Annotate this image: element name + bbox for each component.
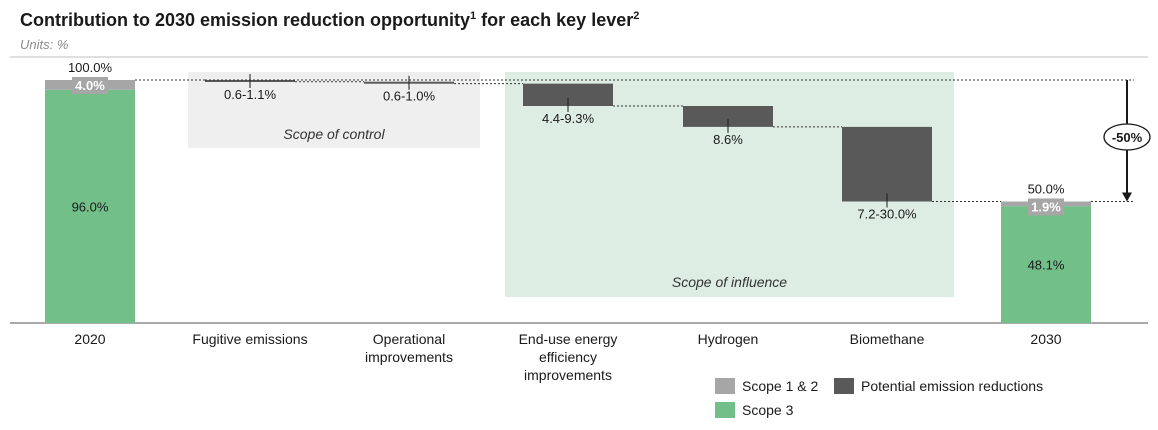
category-label: Biomethane xyxy=(850,331,925,347)
region-label: Scope of control xyxy=(283,126,385,142)
data-label-scope3: 48.1% xyxy=(1028,258,1065,273)
data-label-reduction: 7.2-30.0% xyxy=(857,207,917,222)
bar-scope3-2030 xyxy=(1001,206,1091,323)
category-label: Operational xyxy=(373,331,445,347)
data-label-reduction: 0.6-1.1% xyxy=(224,87,276,102)
data-label-reduction: 8.6% xyxy=(713,132,743,147)
data-label-total: 50.0% xyxy=(1028,182,1065,197)
category-label: efficiency xyxy=(539,349,597,365)
legend-label: Scope 3 xyxy=(742,402,794,418)
data-label-reduction: 4.4-9.3% xyxy=(542,111,594,126)
legend-swatch xyxy=(715,378,735,394)
legend-label: Scope 1 & 2 xyxy=(742,378,818,394)
category-label: improvements xyxy=(365,349,453,365)
change-arrow-head xyxy=(1122,192,1132,202)
scope12-label-badge xyxy=(1028,198,1064,216)
units-label: Units: % xyxy=(20,37,69,52)
category-label: Hydrogen xyxy=(698,331,759,347)
legend-swatch xyxy=(834,378,854,394)
data-label-total: 100.0% xyxy=(68,60,113,75)
bar-reduction xyxy=(523,83,613,107)
region-label: Scope of influence xyxy=(672,274,787,290)
bar-reduction xyxy=(683,106,773,127)
chart-title: Contribution to 2030 emission reduction … xyxy=(20,10,640,30)
region-control xyxy=(188,72,480,148)
bar-scope3-2020 xyxy=(45,89,135,323)
category-label: improvements xyxy=(524,367,612,383)
scope12-label-badge xyxy=(72,77,108,94)
data-label-scope12: 1.9% xyxy=(1031,200,1061,215)
legend-swatch xyxy=(715,402,735,418)
legend-label: Potential emission reductions xyxy=(861,378,1043,394)
bar-reduction xyxy=(842,126,932,202)
category-label: 2020 xyxy=(74,331,105,347)
category-label: Fugitive emissions xyxy=(192,331,307,347)
change-annotation: -50% xyxy=(1112,130,1143,145)
data-label-scope12: 4.0% xyxy=(75,78,105,93)
category-label: 2030 xyxy=(1030,331,1061,347)
change-badge xyxy=(1103,123,1151,151)
data-label-scope3: 96.0% xyxy=(72,199,109,214)
data-label-reduction: 0.6-1.0% xyxy=(383,89,435,104)
category-label: End-use energy xyxy=(519,331,618,347)
